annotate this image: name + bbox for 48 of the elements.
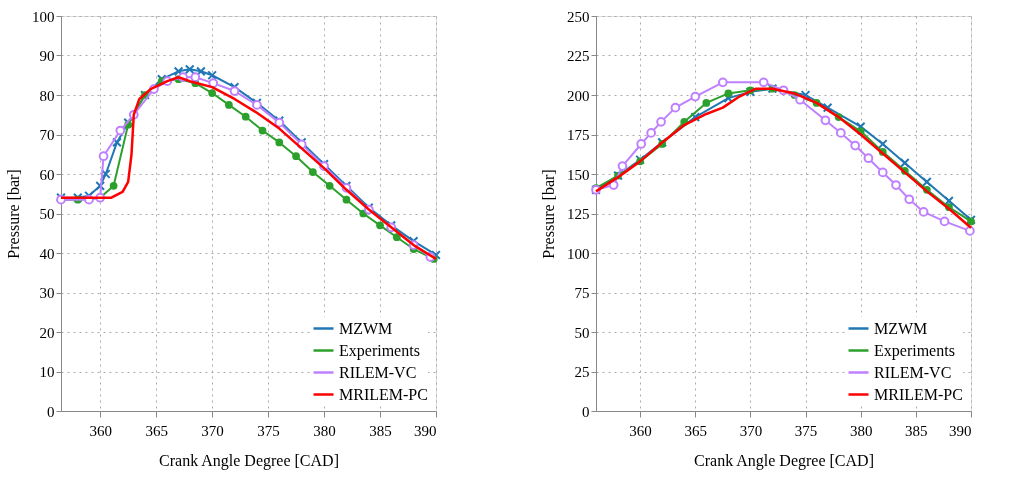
x-tick-label: 370 xyxy=(201,422,224,439)
x-tick-label: 385 xyxy=(369,422,392,439)
y-tick-label: 250 xyxy=(567,8,590,25)
x-tick-label: 380 xyxy=(313,422,336,439)
y-tick-label: 20 xyxy=(39,324,55,341)
x-tick-label: 380 xyxy=(849,422,873,439)
legend-label: MRILEM-PC xyxy=(874,385,963,403)
legend-label: MRILEM-PC xyxy=(339,385,428,403)
y-axis-title: Pressure [bar] xyxy=(5,169,22,259)
y-tick-label: 200 xyxy=(567,87,590,104)
y-tick-label: 100 xyxy=(567,245,590,262)
y-axis-title: Pressure [bar] xyxy=(540,169,557,259)
y-tick-label: 50 xyxy=(39,206,55,222)
y-tick-label: 75 xyxy=(574,285,590,301)
legend-label: Experiments xyxy=(874,341,955,360)
x-axis-title: Crank Angle Degree [CAD] xyxy=(694,451,874,470)
legend-label: RILEM-VC xyxy=(874,363,952,381)
x-tick-label: 360 xyxy=(629,422,652,439)
x-axis-title: Crank Angle Degree [CAD] xyxy=(159,451,339,470)
y-tick-label: 25 xyxy=(574,364,590,380)
y-tick-label: 70 xyxy=(39,127,55,143)
y-tick-label: 80 xyxy=(39,87,55,104)
y-tick-label: 30 xyxy=(39,285,55,301)
x-tick-label: 360 xyxy=(89,422,112,439)
y-tick-label: 0 xyxy=(582,403,590,420)
y-tick-label: 225 xyxy=(567,48,590,64)
x-tick-label: 370 xyxy=(739,422,763,439)
legend-label: Experiments xyxy=(339,341,420,360)
x-tick-label: 385 xyxy=(905,422,928,439)
y-tick-label: 0 xyxy=(47,403,55,420)
x-tick-label: 375 xyxy=(257,422,280,439)
y-tick-label: 125 xyxy=(567,206,590,222)
y-tick-label: 10 xyxy=(39,364,55,380)
y-tick-label: 100 xyxy=(32,8,55,25)
y-tick-label: 150 xyxy=(567,166,590,183)
legend-label: MZWM xyxy=(339,319,393,337)
x-tick-label: 365 xyxy=(145,422,168,439)
x-tick-label: 365 xyxy=(684,422,708,439)
y-tick-label: 40 xyxy=(39,245,55,262)
x-tick-label: 390 xyxy=(414,422,437,439)
legend-label: RILEM-VC xyxy=(339,363,417,381)
y-tick-label: 175 xyxy=(567,127,590,143)
y-tick-label: 50 xyxy=(574,324,590,341)
x-tick-label: 390 xyxy=(949,422,972,439)
legend-label: MZWM xyxy=(874,319,928,337)
x-tick-label: 375 xyxy=(794,422,818,439)
y-tick-label: 60 xyxy=(39,166,55,183)
y-tick-label: 90 xyxy=(39,48,55,64)
